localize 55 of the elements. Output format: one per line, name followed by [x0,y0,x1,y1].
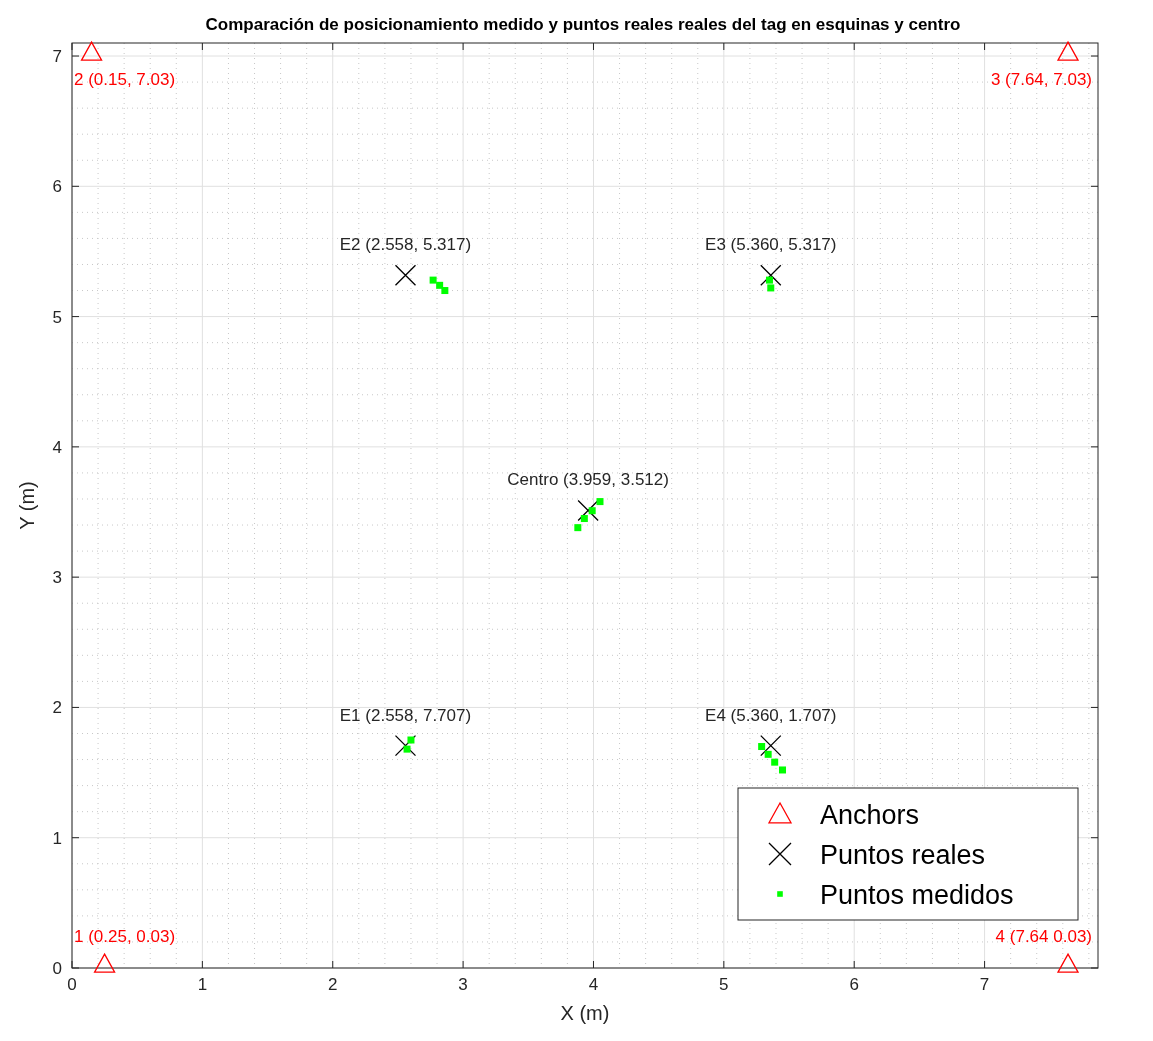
point [436,281,444,289]
chart-title: Comparación de posicionamiento medido y puntos reales reales del tag en esquinas y centro [205,15,961,34]
annotation: E2 (2.558, 5.317) [339,235,472,255]
legend-label: Puntos reales [820,840,986,870]
legend-label: Puntos medidos [820,880,1014,910]
point [779,766,787,774]
y-tick-label: 6 [52,177,62,197]
x-axis-title: X (m) [560,1002,610,1024]
annotation: E3 (5.360, 5.317) [705,235,837,255]
point [1057,41,1079,61]
point [394,264,417,286]
annotation: 1 (0.25, 0.03) [74,927,176,947]
point [760,264,782,286]
point [80,41,103,61]
x-tick-label: 1 [197,975,208,994]
point [771,758,779,766]
y-tick-label: 5 [52,307,62,327]
y-tick-label: 1 [52,828,62,848]
point [403,745,411,753]
y-tick-label: 7 [52,47,62,67]
point [394,734,417,757]
point [764,750,772,758]
x-tick-label: 3 [458,975,468,994]
point [596,498,604,506]
y-axis-title: Y (m) [16,481,38,530]
x-tick-label: 7 [979,975,990,994]
x-tick-label: 2 [328,975,338,994]
point [93,953,116,973]
point [580,515,588,523]
point [407,736,415,744]
y-tick-label: 2 [52,698,62,718]
point [758,743,766,751]
point [441,287,449,295]
annotation: E1 (2.558, 7.707) [339,705,472,725]
x-tick-label: 0 [67,975,77,994]
annotation: E4 (5.360, 1.707) [705,705,837,725]
y-tick-label: 0 [52,959,62,978]
point [765,276,773,284]
annotation: 2 (0.15, 7.03) [74,70,176,90]
annotation: 4 (7.64 0.03) [995,927,1093,947]
point [767,284,775,292]
x-tick-label: 5 [719,975,729,994]
x-tick-label: 6 [849,975,859,994]
x-tick-label: 4 [588,975,599,994]
point [574,524,582,532]
point [429,276,437,284]
annotation: 3 (7.64, 7.03) [990,70,1093,90]
point [577,499,599,522]
point [588,507,596,515]
point [1057,953,1079,973]
y-tick-label: 4 [52,437,62,457]
point [760,734,782,757]
annotation: Centro (3.959, 3.512) [507,470,669,490]
legend-label: Anchors [820,800,920,830]
y-tick-label: 3 [52,568,62,588]
